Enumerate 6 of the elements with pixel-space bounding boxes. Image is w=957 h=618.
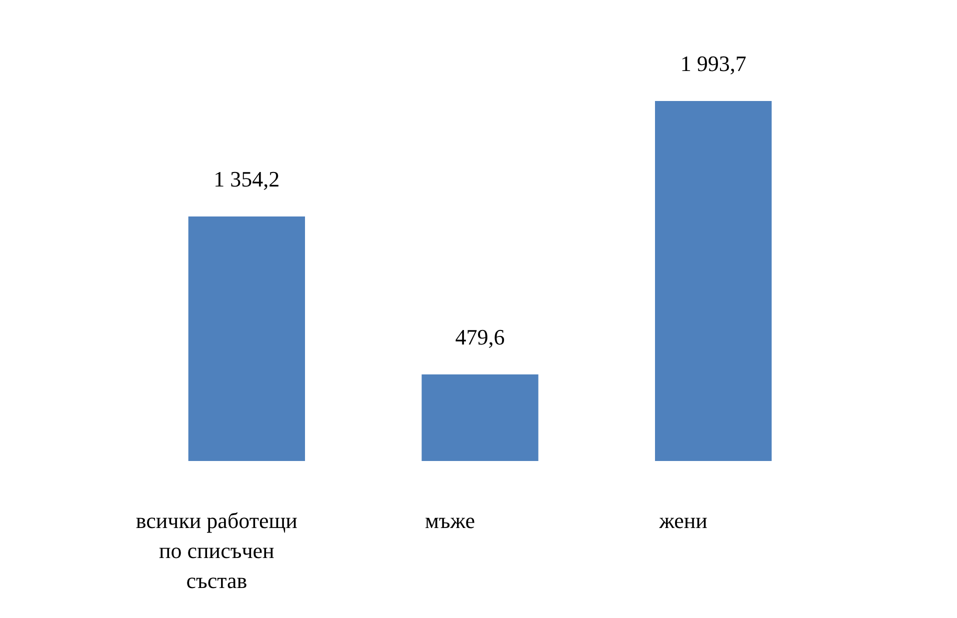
data-label: 1 993,7 [680,51,746,76]
x-tick-label: жени [658,508,708,533]
data-label: 1 354,2 [214,166,280,192]
data-label: 479,6 [455,324,505,350]
x-tick-label: мъже [425,508,475,533]
x-tick-label: всички работещи по списъчен състав [136,508,298,593]
